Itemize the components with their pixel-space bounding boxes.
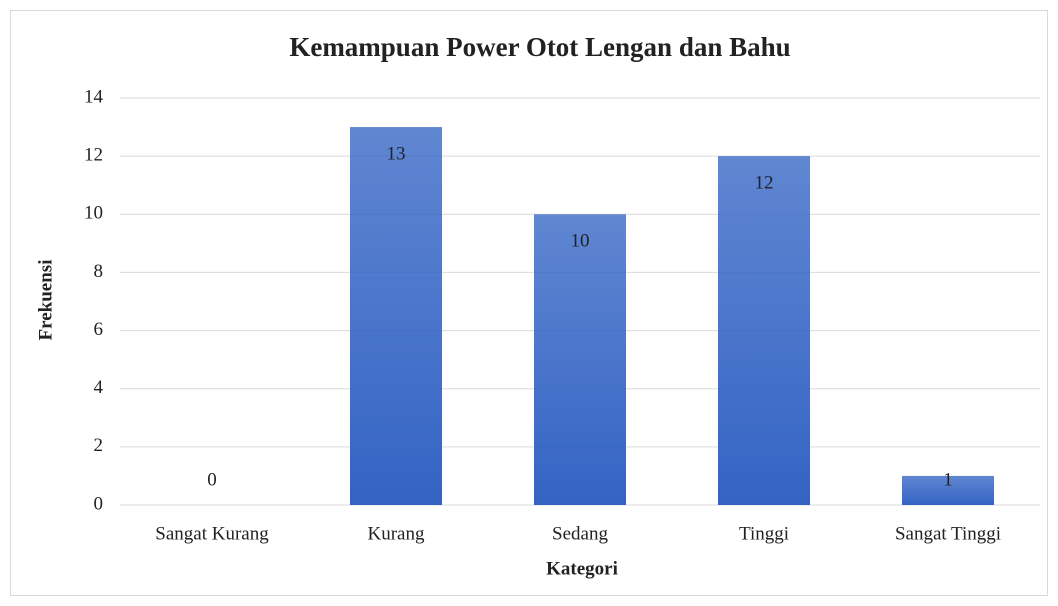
- data-label: 12: [755, 173, 774, 194]
- x-tick-label: Kurang: [368, 523, 425, 544]
- data-label: 10: [571, 231, 590, 252]
- bar: [902, 475, 994, 505]
- x-axis-label: Kategori: [546, 558, 618, 579]
- bar: [534, 214, 626, 506]
- y-tick-label: 12: [84, 145, 103, 166]
- y-tick-label: 6: [94, 319, 104, 340]
- y-tick-label: 4: [94, 377, 104, 398]
- bar: [718, 156, 810, 505]
- chart-title: Kemampuan Power Otot Lengan dan Bahu: [289, 32, 790, 62]
- y-tick-label: 0: [94, 493, 104, 514]
- x-tick-label: Sangat Kurang: [155, 523, 269, 544]
- y-axis-label: Frekuensi: [35, 260, 56, 341]
- x-tick-label: Tinggi: [739, 523, 789, 544]
- y-tick-label: 8: [94, 261, 104, 282]
- y-tick-label: 2: [94, 435, 104, 456]
- bar: [350, 127, 442, 506]
- x-tick-label: Sedang: [552, 523, 608, 544]
- data-label: 1: [943, 469, 953, 490]
- data-label: 0: [207, 469, 217, 490]
- data-label: 13: [387, 143, 406, 164]
- x-tick-label: Sangat Tinggi: [895, 523, 1001, 544]
- y-tick-label: 14: [84, 86, 104, 107]
- y-tick-label: 10: [84, 203, 103, 224]
- chart-frame: [10, 10, 1048, 596]
